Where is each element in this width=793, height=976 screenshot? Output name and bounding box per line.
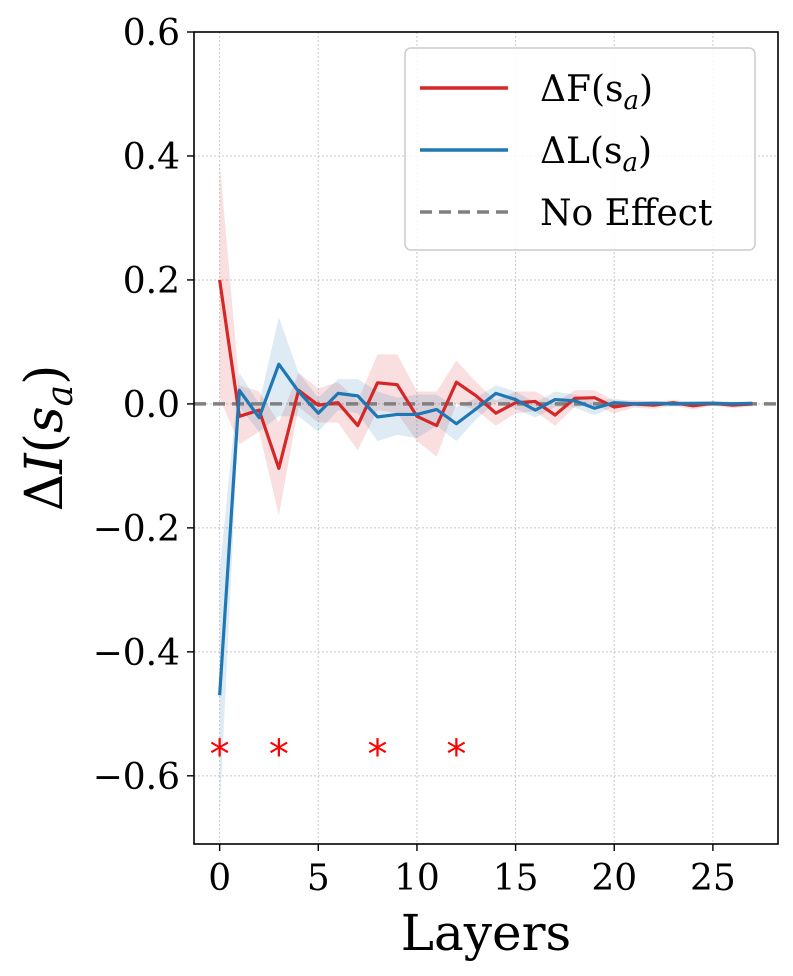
x-tick-label: 25 [690,858,736,899]
x-axis-title: Layers [401,904,571,962]
plot-frame [193,31,779,845]
legend-box [404,47,756,251]
y-tick-label: 0.0 [123,385,180,426]
x-tick-label: 5 [307,858,330,899]
significance-star: * [367,732,387,778]
legend-label-no-effect: No Effect [540,193,713,234]
confidence-band-delta-f [219,162,753,516]
legend: ΔF(sa) ΔL(sa) No Effect [404,47,756,251]
series-lines [194,279,778,696]
x-tick-label: 10 [394,858,440,899]
significance-markers: * * * * [210,732,467,778]
x-tick-label: 0 [208,858,231,899]
x-tick-label: 15 [493,858,539,899]
y-tick-label: 0.6 [123,13,180,54]
legend-label-delta-l: ΔL(sa) [540,131,652,178]
significance-star: * [269,732,289,778]
y-axis-title: ΔI(sa) [15,365,81,512]
confidence-band-delta-l [219,317,753,814]
grid [194,31,778,844]
significance-star: * [446,732,466,778]
confidence-bands [219,162,753,814]
x-tick-label: 20 [591,858,637,899]
y-tick-label: 0.2 [123,261,180,302]
legend-label-delta-f: ΔF(sa) [540,69,653,116]
y-tick-label: 0.4 [123,137,180,178]
y-tick-label: −0.6 [93,757,180,798]
y-tick-label: −0.4 [93,633,180,674]
series-line-delta-l [218,362,753,696]
y-tick-label: −0.2 [93,509,180,550]
significance-star: * [210,732,230,778]
x-axis: 0 5 10 15 20 25 [208,844,736,899]
y-axis: 0.6 0.4 0.2 0.0 −0.2 −0.4 −0.6 [93,13,194,798]
